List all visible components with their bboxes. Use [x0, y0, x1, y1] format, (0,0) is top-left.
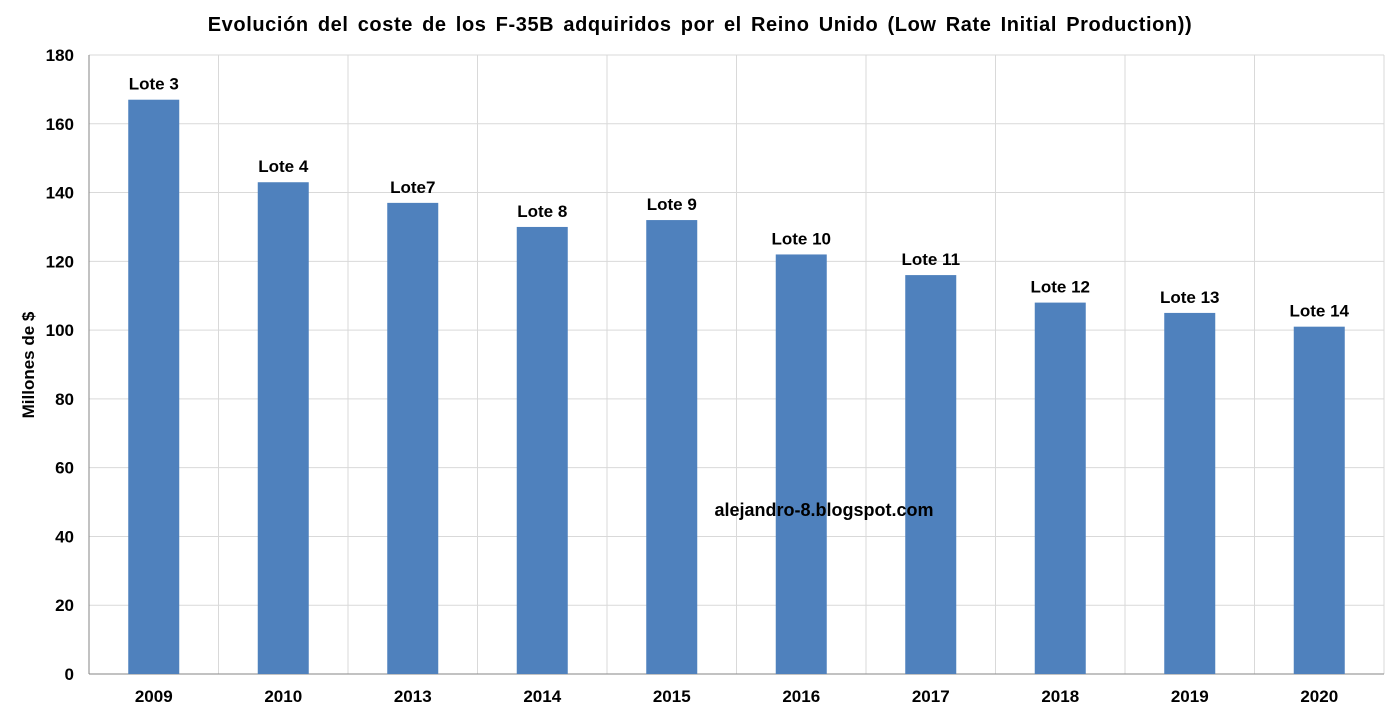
- data-label: Lote 13: [1160, 288, 1220, 307]
- bar: [1034, 302, 1086, 674]
- x-tick-label: 2015: [653, 687, 691, 706]
- data-label: Lote 9: [647, 195, 697, 214]
- bar: [257, 182, 309, 674]
- x-tick-label: 2013: [394, 687, 432, 706]
- data-label: Lote7: [390, 178, 435, 197]
- x-tick-label: 2018: [1041, 687, 1079, 706]
- data-label: Lote 10: [771, 229, 831, 248]
- bar: [128, 99, 180, 674]
- x-tick-label: 2009: [135, 687, 173, 706]
- y-tick-label: 160: [46, 115, 74, 134]
- bar: [905, 275, 957, 674]
- data-label: Lote 3: [129, 75, 179, 94]
- bar: [646, 220, 698, 675]
- chart-title: Evolución del coste de los F-35B adquiri…: [208, 14, 1193, 36]
- y-tick-label: 140: [46, 184, 74, 203]
- bar: [387, 202, 439, 674]
- data-labels: Lote 3 Lote 4 Lote7 Lote 8 Lote 9 Lote 10 Lote…: [129, 75, 1350, 321]
- x-tick-label: 2014: [523, 687, 561, 706]
- y-axis-title: Millones de $: [19, 311, 38, 418]
- x-tick-label: 2010: [264, 687, 302, 706]
- data-label: Lote 12: [1030, 278, 1090, 297]
- y-tick-label: 40: [55, 527, 74, 546]
- bar: [1293, 326, 1345, 674]
- y-tick-label: 80: [55, 390, 74, 409]
- y-tick-label: 120: [46, 252, 74, 271]
- x-tick-label: 2019: [1171, 687, 1209, 706]
- y-tick-label: 100: [46, 321, 74, 340]
- bars: [128, 99, 1345, 675]
- x-tick-label: 2020: [1300, 687, 1338, 706]
- x-tick-label: 2017: [912, 687, 950, 706]
- watermark-annotation: alejandro-8.blogspot.com: [714, 500, 933, 520]
- bar: [516, 226, 568, 674]
- y-tick-label: 0: [65, 665, 74, 684]
- data-label: Lote 14: [1289, 302, 1349, 321]
- y-tick-label: 60: [55, 459, 74, 478]
- y-axis-ticks: 0 20 40 60 80 100 120 140 160 180: [46, 46, 74, 684]
- bar: [775, 254, 827, 674]
- data-label: Lote 11: [901, 250, 960, 269]
- data-label: Lote 8: [517, 202, 567, 221]
- y-tick-label: 20: [55, 596, 74, 615]
- x-tick-label: 2016: [782, 687, 820, 706]
- x-axis-ticks: 2009 2010 2013 2014 2015 2016 2017 2018 2019 2020: [135, 687, 1338, 706]
- bar: [1164, 312, 1216, 674]
- data-label: Lote 4: [258, 157, 309, 176]
- y-tick-label: 180: [46, 46, 74, 65]
